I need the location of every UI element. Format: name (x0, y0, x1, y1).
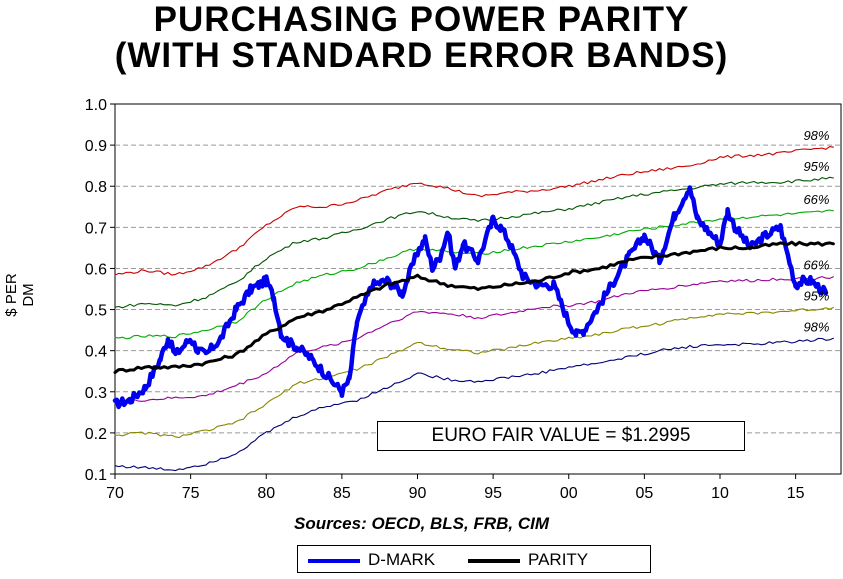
legend: D-MARK PARITY (297, 545, 651, 573)
legend-swatch-dmark (308, 559, 360, 563)
chart-subtitle: (WITH STANDARD ERROR BANDS) (114, 36, 729, 75)
band-label: 66% (803, 192, 829, 207)
x-tick-label: 95 (484, 485, 502, 502)
x-tick-label: 75 (182, 485, 200, 502)
x-tick-label: 80 (257, 485, 275, 502)
band-line (114, 276, 834, 404)
x-tick-label: 90 (409, 485, 427, 502)
y-tick-label: 0.7 (85, 220, 107, 237)
fair-value-annotation: EURO FAIR VALUE = $1.2995 (377, 421, 745, 451)
x-tick-label: 85 (333, 485, 351, 502)
band-line (114, 146, 834, 276)
y-tick-label: 0.3 (85, 385, 107, 402)
chart-title: PURCHASING POWER PARITY (153, 0, 690, 39)
series-line-d-mark (112, 185, 829, 410)
y-tick-label: 1.0 (85, 97, 107, 114)
band-label: 95% (803, 159, 829, 174)
legend-label-parity: PARITY (528, 550, 589, 569)
y-tick-label: 0.5 (85, 303, 107, 320)
series-line-parity (113, 240, 835, 374)
y-tick-label: 0.4 (85, 344, 107, 361)
x-tick-label: 05 (635, 485, 653, 502)
y-tick-label: 0.1 (85, 467, 107, 484)
y-tick-label: 0.6 (85, 261, 107, 278)
band-label: 98% (803, 319, 829, 334)
x-tick-label: 15 (787, 485, 805, 502)
band-label: 95% (803, 289, 829, 304)
x-tick-label: 10 (711, 485, 729, 502)
legend-label-dmark: D-MARK (368, 550, 436, 569)
x-tick-label: 70 (106, 485, 124, 502)
x-tick-label: 00 (560, 485, 578, 502)
band-line (114, 176, 834, 309)
y-tick-label: 0.2 (85, 426, 107, 443)
band-line (114, 337, 834, 472)
band-line (114, 306, 834, 439)
y-tick-label: 0.8 (85, 179, 107, 196)
legend-swatch-parity (468, 559, 520, 563)
band-label: 98% (803, 128, 829, 143)
band-label: 66% (803, 258, 829, 273)
y-tick-label: 0.9 (85, 138, 107, 155)
source-note: Sources: OECD, BLS, FRB, CIM (293, 514, 550, 533)
